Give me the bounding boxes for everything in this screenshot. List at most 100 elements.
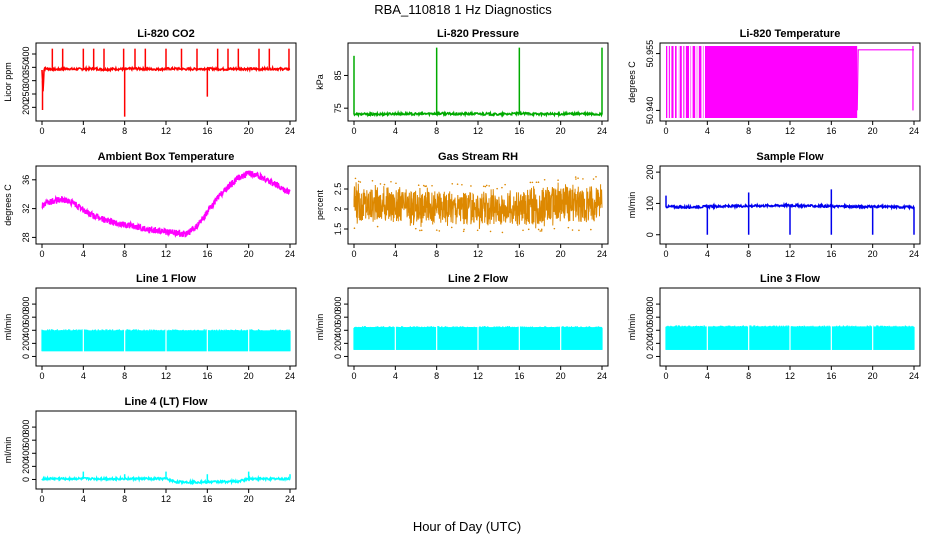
series-point — [578, 229, 580, 232]
y-tick-label: 800 — [21, 420, 31, 435]
x-tick-label: 12 — [785, 126, 795, 136]
x-tick-label: 12 — [785, 371, 795, 381]
x-tick-label: 8 — [746, 371, 751, 381]
y-tick-label: 600 — [21, 310, 31, 325]
series-point — [461, 183, 463, 186]
x-tick-label: 16 — [514, 249, 524, 259]
series-line — [856, 49, 914, 111]
series-point — [431, 184, 433, 187]
series-point — [371, 179, 374, 182]
x-tick-label: 12 — [161, 371, 171, 381]
series-point — [582, 178, 584, 180]
x-tick-label: 8 — [434, 126, 439, 136]
y-tick-label: 75 — [333, 103, 343, 113]
series-line — [41, 64, 291, 92]
panel-ambient-temperature: Ambient Box Temperature 0 4 8 12 16 20 24 28 32 36… — [3, 151, 297, 259]
y-axis-label: ml/min — [627, 192, 637, 219]
x-tick-label: 4 — [393, 249, 398, 259]
y-axis-label: ml/min — [627, 314, 637, 341]
x-tick-label: 12 — [473, 126, 483, 136]
series-point — [470, 185, 472, 187]
y-tick-label: 0 — [333, 354, 343, 359]
x-tick-label: 4 — [705, 126, 710, 136]
x-tick-label: 16 — [826, 249, 836, 259]
series-point — [422, 184, 425, 187]
series-point — [489, 230, 492, 233]
x-tick-label: 0 — [351, 126, 356, 136]
x-tick-label: 0 — [39, 126, 44, 136]
series-point — [395, 182, 397, 185]
x-tick-label: 20 — [244, 126, 254, 136]
y-axis-label: ml/min — [315, 314, 325, 341]
series-line — [353, 110, 603, 118]
figure-xlabel: Hour of Day (UTC) — [413, 519, 521, 534]
x-tick-label: 16 — [514, 371, 524, 381]
series-point — [450, 226, 453, 229]
y-tick-label: 200 — [333, 336, 343, 351]
x-tick-label: 0 — [351, 249, 356, 259]
y-tick-label: 1.5 — [333, 223, 343, 236]
y-tick-label: 200 — [645, 336, 655, 351]
series-point — [438, 230, 441, 232]
series-point — [419, 229, 421, 232]
x-tick-label: 4 — [81, 494, 86, 504]
x-tick-label: 4 — [81, 126, 86, 136]
x-tick-label: 20 — [868, 371, 878, 381]
series-point — [488, 185, 490, 187]
x-tick-label: 0 — [39, 249, 44, 259]
panel-title: Li-820 Pressure — [437, 28, 519, 40]
series-point — [456, 183, 459, 185]
y-tick-label: 2 — [333, 206, 343, 211]
x-tick-label: 24 — [285, 371, 295, 381]
x-tick-label: 8 — [122, 371, 127, 381]
panel-pressure: Li-820 Pressure 0 4 8 12 16 20 24 75 85 kPa — [315, 28, 609, 136]
y-tick-label: 300 — [21, 73, 31, 88]
x-tick-label: 20 — [244, 371, 254, 381]
x-tick-label: 8 — [122, 126, 127, 136]
x-tick-label: 4 — [705, 249, 710, 259]
panel-line4-flow: Line 4 (LT) Flow 0 4 8 12 16 20 24 0 200400600800… — [3, 396, 297, 504]
x-tick-label: 12 — [473, 371, 483, 381]
series-point — [501, 186, 503, 189]
series-point — [420, 229, 423, 232]
panel-title: Line 4 (LT) Flow — [125, 396, 208, 408]
y-tick-label: 200 — [21, 100, 31, 115]
y-tick-label: 200 — [21, 459, 31, 474]
y-axis-label: kPa — [315, 74, 325, 90]
x-tick-label: 20 — [556, 249, 566, 259]
x-tick-label: 24 — [285, 249, 295, 259]
series-point — [383, 183, 386, 186]
x-tick-label: 8 — [434, 249, 439, 259]
series-point — [376, 225, 379, 228]
y-tick-label: 2.5 — [333, 183, 343, 196]
series-point — [575, 178, 577, 180]
y-axis-label: ml/min — [3, 314, 13, 341]
y-tick-label: 0 — [21, 354, 31, 359]
x-tick-label: 8 — [434, 371, 439, 381]
series-point — [353, 227, 356, 230]
series-point — [590, 228, 592, 231]
series-point — [357, 180, 360, 183]
x-tick-label: 16 — [826, 371, 836, 381]
y-tick-label: 50.940 — [645, 97, 655, 125]
x-tick-label: 24 — [909, 371, 919, 381]
x-tick-label: 0 — [663, 126, 668, 136]
y-tick-label: 100 — [645, 196, 655, 211]
y-tick-label: 36 — [21, 175, 31, 185]
x-tick-label: 16 — [514, 126, 524, 136]
series-point — [592, 178, 595, 180]
series-point — [463, 228, 465, 231]
x-tick-label: 20 — [868, 249, 878, 259]
figure-title: RBA_110818 1 Hz Diagnostics — [374, 2, 552, 17]
series-point — [539, 230, 542, 232]
series-point — [535, 181, 538, 184]
y-tick-label: 200 — [645, 165, 655, 180]
series-point — [435, 229, 438, 231]
series-point — [531, 181, 534, 184]
x-tick-label: 8 — [122, 249, 127, 259]
y-tick-label: 800 — [21, 297, 31, 312]
panel-sample-flow: Sample Flow 0 4 8 12 16 20 24 0 100 200 ml/min — [627, 151, 921, 259]
panel-title: Line 1 Flow — [136, 273, 196, 285]
series-point — [359, 181, 362, 183]
panel-licor-temperature: Li-820 Temperature 0 4 8 12 16 20 24 50.940 50.95… — [627, 28, 921, 136]
